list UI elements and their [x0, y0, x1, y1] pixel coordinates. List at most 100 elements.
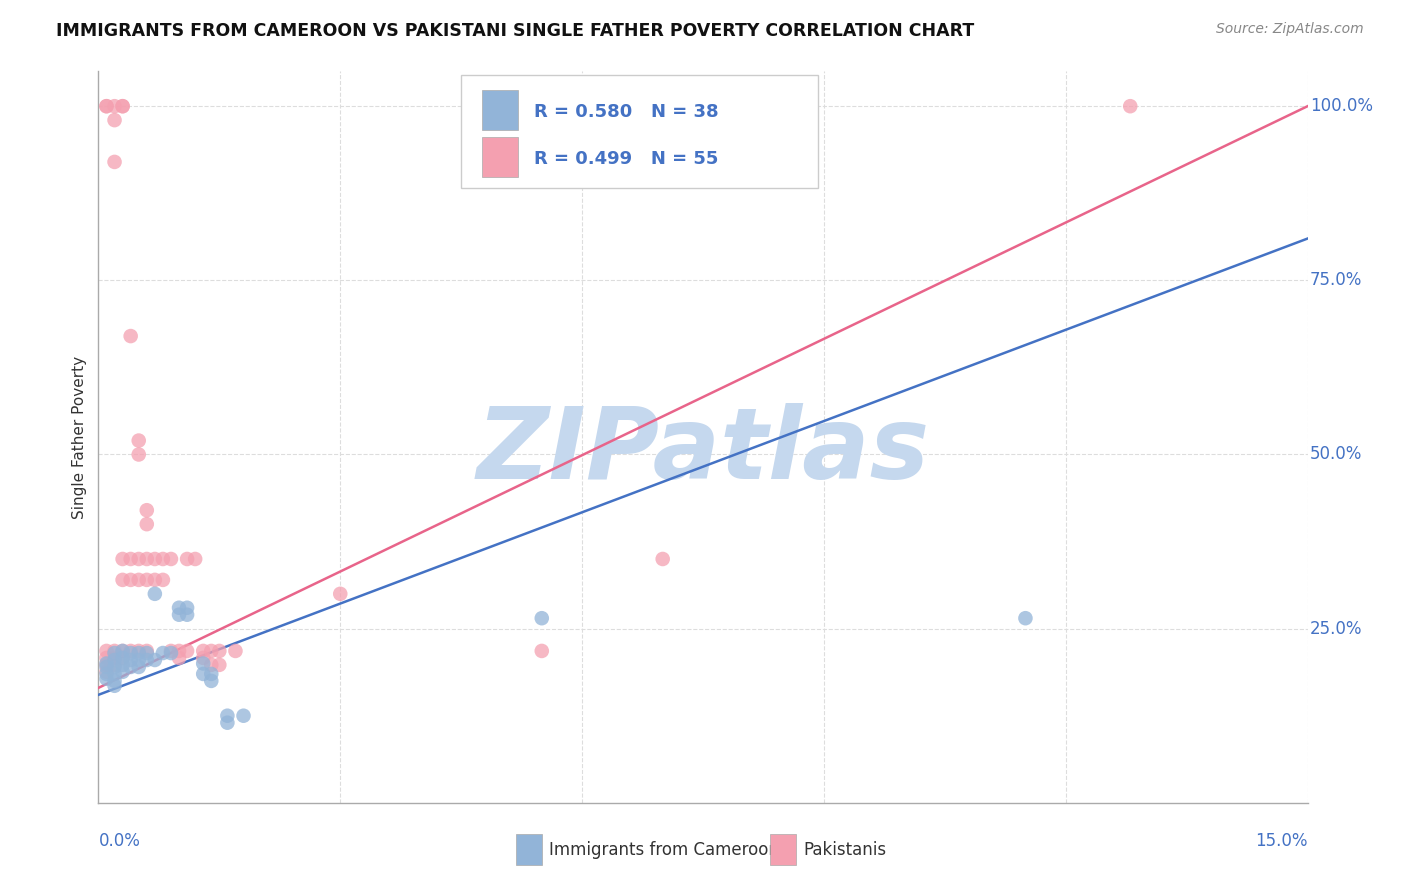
Point — [103, 657, 125, 672]
Point — [176, 644, 198, 658]
Point — [193, 644, 215, 658]
Text: 100.0%: 100.0% — [1310, 97, 1374, 115]
Point — [111, 573, 134, 587]
Point — [193, 667, 215, 681]
Point — [176, 607, 198, 622]
Point — [128, 448, 150, 462]
Point — [135, 517, 157, 532]
Point — [111, 99, 134, 113]
Point — [208, 657, 231, 672]
Point — [176, 552, 198, 566]
Point — [167, 644, 190, 658]
Point — [1119, 99, 1142, 113]
Point — [96, 667, 118, 681]
Point — [1014, 611, 1036, 625]
Text: ZIPatlas: ZIPatlas — [477, 403, 929, 500]
Point — [128, 646, 150, 660]
Text: 25.0%: 25.0% — [1310, 620, 1362, 638]
Point — [143, 552, 166, 566]
Text: 15.0%: 15.0% — [1256, 832, 1308, 850]
Bar — [769, 834, 796, 865]
Point — [111, 651, 134, 665]
Point — [128, 660, 150, 674]
Point — [530, 611, 553, 625]
Point — [96, 644, 118, 658]
Point — [111, 644, 134, 658]
Point — [103, 651, 125, 665]
Point — [96, 657, 118, 671]
Point — [200, 673, 222, 688]
Point — [120, 646, 142, 660]
Point — [120, 653, 142, 667]
Point — [224, 644, 246, 658]
Point — [103, 646, 125, 660]
Point — [208, 644, 231, 658]
Point — [329, 587, 352, 601]
Point — [128, 644, 150, 658]
Point — [103, 99, 125, 113]
Point — [167, 600, 190, 615]
Text: R = 0.499   N = 55: R = 0.499 N = 55 — [534, 150, 718, 168]
Point — [120, 644, 142, 658]
Point — [111, 99, 134, 113]
Point — [120, 552, 142, 566]
Point — [128, 434, 150, 448]
Point — [143, 573, 166, 587]
Point — [135, 653, 157, 667]
Point — [96, 651, 118, 665]
Point — [103, 679, 125, 693]
Point — [217, 708, 239, 723]
Point — [200, 644, 222, 658]
Point — [128, 653, 150, 667]
Point — [103, 667, 125, 681]
Y-axis label: Single Father Poverty: Single Father Poverty — [72, 356, 87, 518]
Text: R = 0.580   N = 38: R = 0.580 N = 38 — [534, 103, 718, 120]
Point — [103, 660, 125, 674]
Text: 75.0%: 75.0% — [1310, 271, 1362, 289]
Point — [103, 644, 125, 658]
Point — [111, 657, 134, 672]
Point — [530, 644, 553, 658]
Text: IMMIGRANTS FROM CAMEROON VS PAKISTANI SINGLE FATHER POVERTY CORRELATION CHART: IMMIGRANTS FROM CAMEROON VS PAKISTANI SI… — [56, 22, 974, 40]
Point — [103, 155, 125, 169]
Point — [152, 573, 174, 587]
Point — [111, 651, 134, 665]
Point — [160, 552, 183, 566]
Point — [217, 715, 239, 730]
Text: Source: ZipAtlas.com: Source: ZipAtlas.com — [1216, 22, 1364, 37]
Text: 0.0%: 0.0% — [98, 832, 141, 850]
Point — [96, 672, 118, 686]
Point — [167, 651, 190, 665]
Point — [135, 552, 157, 566]
Point — [135, 573, 157, 587]
Point — [651, 552, 673, 566]
Point — [135, 503, 157, 517]
Point — [176, 600, 198, 615]
Point — [111, 552, 134, 566]
Bar — [482, 90, 517, 130]
Point — [160, 646, 183, 660]
Point — [152, 552, 174, 566]
Text: Pakistanis: Pakistanis — [803, 841, 887, 859]
Point — [96, 657, 118, 672]
Point — [120, 329, 142, 343]
Bar — [482, 137, 517, 178]
Point — [135, 644, 157, 658]
Point — [193, 657, 215, 671]
Text: Immigrants from Cameroon: Immigrants from Cameroon — [550, 841, 779, 859]
Point — [167, 607, 190, 622]
Point — [135, 646, 157, 660]
Point — [128, 552, 150, 566]
Point — [96, 665, 118, 679]
Point — [103, 653, 125, 667]
Point — [111, 665, 134, 679]
Point — [96, 99, 118, 113]
Text: 50.0%: 50.0% — [1310, 445, 1362, 464]
FancyBboxPatch shape — [461, 75, 818, 188]
Point — [160, 644, 183, 658]
Point — [103, 673, 125, 688]
Point — [200, 657, 222, 672]
Point — [232, 708, 254, 723]
Point — [143, 587, 166, 601]
Point — [184, 552, 207, 566]
